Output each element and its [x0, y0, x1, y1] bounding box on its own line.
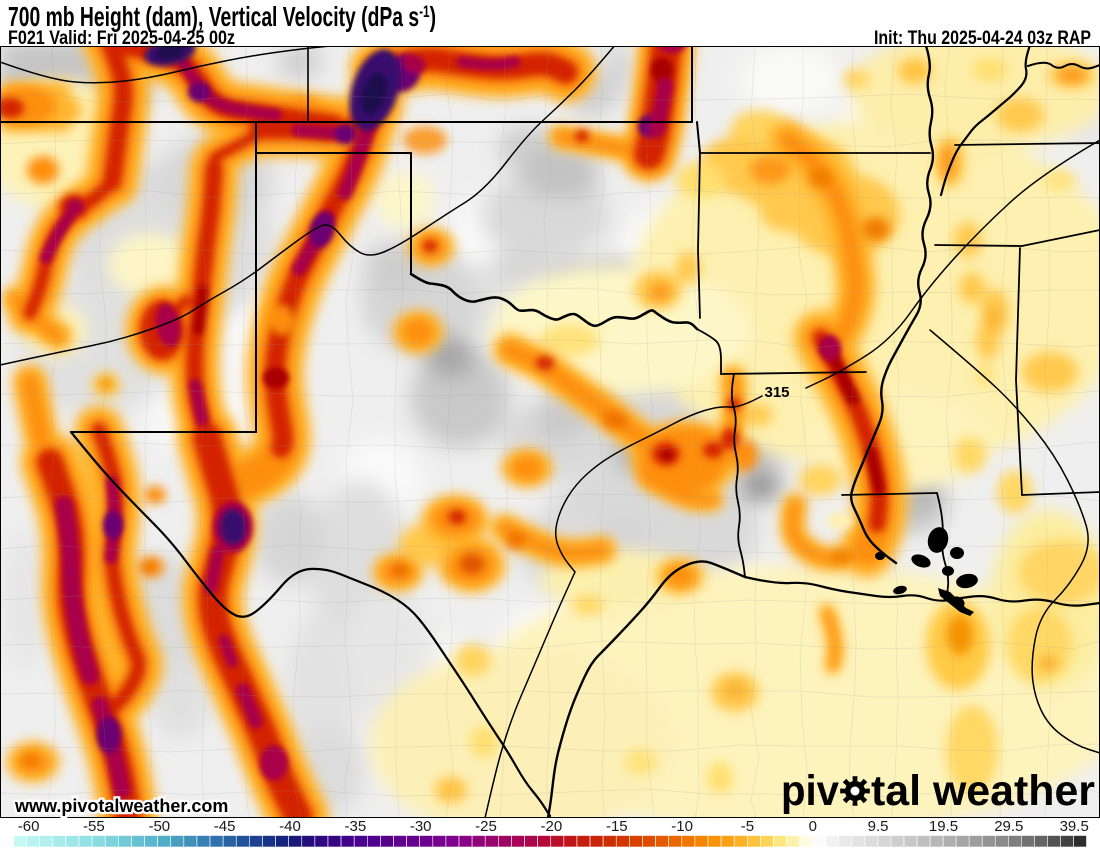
svg-text:0: 0 — [809, 818, 817, 835]
svg-text:-15: -15 — [606, 818, 628, 835]
svg-text:Init: Thu 2025-04-24 03z RAP: Init: Thu 2025-04-24 03z RAP — [874, 28, 1091, 49]
svg-text:-40: -40 — [279, 818, 301, 835]
svg-text:29.5: 29.5 — [994, 818, 1023, 835]
svg-text:F021 Valid: Fri 2025-04-25 00z: F021 Valid: Fri 2025-04-25 00z — [8, 28, 235, 49]
svg-text:19.5: 19.5 — [929, 818, 958, 835]
svg-text:-50: -50 — [148, 818, 170, 835]
svg-text:-30: -30 — [410, 818, 432, 835]
svg-text:315: 315 — [764, 384, 789, 401]
svg-text:piv: piv — [781, 767, 839, 815]
svg-text:-20: -20 — [541, 818, 563, 835]
svg-text:-45: -45 — [214, 818, 236, 835]
svg-text:-60: -60 — [18, 818, 40, 835]
svg-text:700 mb Height (dam), Vertical: 700 mb Height (dam), Vertical Velocity (… — [8, 1, 436, 32]
svg-text:www.pivotalweather.com: www.pivotalweather.com — [14, 796, 228, 816]
svg-text:-5: -5 — [741, 818, 754, 835]
svg-text:-35: -35 — [345, 818, 367, 835]
svg-text:9.5: 9.5 — [868, 818, 889, 835]
svg-text:39.5: 39.5 — [1060, 818, 1089, 835]
svg-text:-10: -10 — [671, 818, 693, 835]
svg-text:tal weather: tal weather — [871, 767, 1095, 815]
svg-text:-55: -55 — [83, 818, 105, 835]
svg-text:-25: -25 — [475, 818, 497, 835]
